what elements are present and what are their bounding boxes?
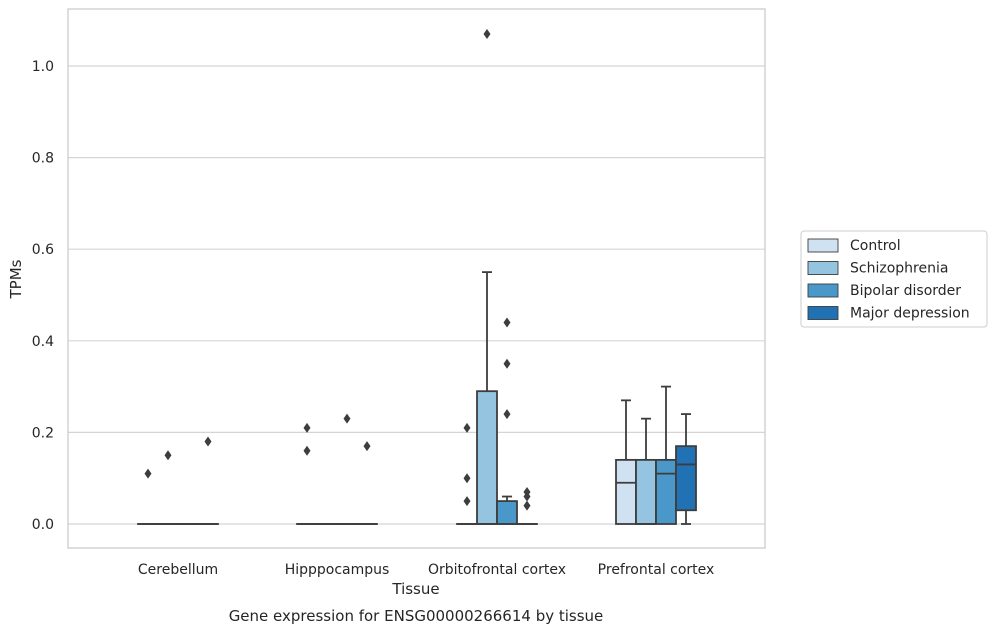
outlier-point <box>303 422 311 433</box>
outlier-point <box>343 413 351 424</box>
outlier-point <box>144 468 152 479</box>
box-group <box>456 422 478 525</box>
gridlines <box>68 65 765 525</box>
box-group <box>615 399 637 525</box>
y-tick-label: 0.8 <box>32 151 54 167</box>
box-group <box>336 413 358 525</box>
box-group <box>157 450 179 525</box>
outlier-point <box>523 486 531 497</box>
outlier-point <box>303 445 311 456</box>
box-group <box>356 441 378 525</box>
outlier-point <box>363 441 371 452</box>
box-group <box>675 413 697 525</box>
x-tick-label: Hipppocampus <box>285 562 390 578</box>
y-tick-label: 0.0 <box>32 517 54 533</box>
y-tick-label: 0.4 <box>32 334 54 350</box>
outlier-point <box>164 450 172 461</box>
legend-label: Schizophrenia <box>850 261 948 277</box>
legend-label: Control <box>850 238 901 254</box>
legend-label: Bipolar disorder <box>850 283 961 299</box>
box-body <box>655 458 677 525</box>
y-tick-label: 0.2 <box>32 425 54 441</box>
box-group <box>516 486 538 525</box>
legend-label: Major depression <box>850 306 970 322</box>
box-group <box>655 385 677 525</box>
box-body <box>496 500 518 525</box>
plot-frame <box>67 8 766 549</box>
y-tick-label: 1.0 <box>32 59 54 75</box>
legend-swatch <box>807 306 839 320</box>
legend-swatch <box>807 261 839 275</box>
outlier-point <box>523 500 531 511</box>
box-group <box>137 468 159 525</box>
legend-swatch <box>807 238 839 253</box>
chart-caption: Gene expression for ENSG00000266614 by t… <box>229 607 604 625</box>
legend: Control Schizophrenia Bipolar disorder Majo… <box>800 230 988 328</box>
box-group <box>635 417 657 525</box>
y-tick-labels: 0.0 0.2 0.4 0.6 0.8 1.0 <box>32 59 54 533</box>
box-group <box>476 28 498 525</box>
box-body <box>476 390 498 525</box>
box-group <box>296 422 318 525</box>
box-group <box>197 436 219 525</box>
outlier-point <box>483 28 491 39</box>
x-tick-label: Orbitofrontal cortex <box>428 562 566 578</box>
outlier-point <box>463 422 471 433</box>
outlier-point <box>463 473 471 484</box>
y-tick-label: 0.6 <box>32 242 54 258</box>
box-body <box>635 458 657 525</box>
outlier-point <box>204 436 212 447</box>
x-tick-label: Prefrontal cortex <box>598 562 715 578</box>
x-axis-label: Tissue <box>391 580 439 598</box>
legend-frame <box>800 230 988 328</box>
box-group <box>496 317 518 525</box>
legend-swatch <box>807 283 839 298</box>
outlier-point <box>503 409 511 420</box>
y-axis-label: TPMs <box>7 259 25 299</box>
x-tick-labels: Cerebellum Hipppocampus Orbitofrontal cort… <box>138 562 714 578</box>
box-body <box>675 445 697 512</box>
plot-boxes <box>137 28 697 525</box>
outlier-point <box>503 358 511 369</box>
box-body <box>615 458 637 525</box>
outlier-point <box>503 317 511 328</box>
x-tick-label: Cerebellum <box>138 562 218 578</box>
outlier-point <box>463 496 471 507</box>
